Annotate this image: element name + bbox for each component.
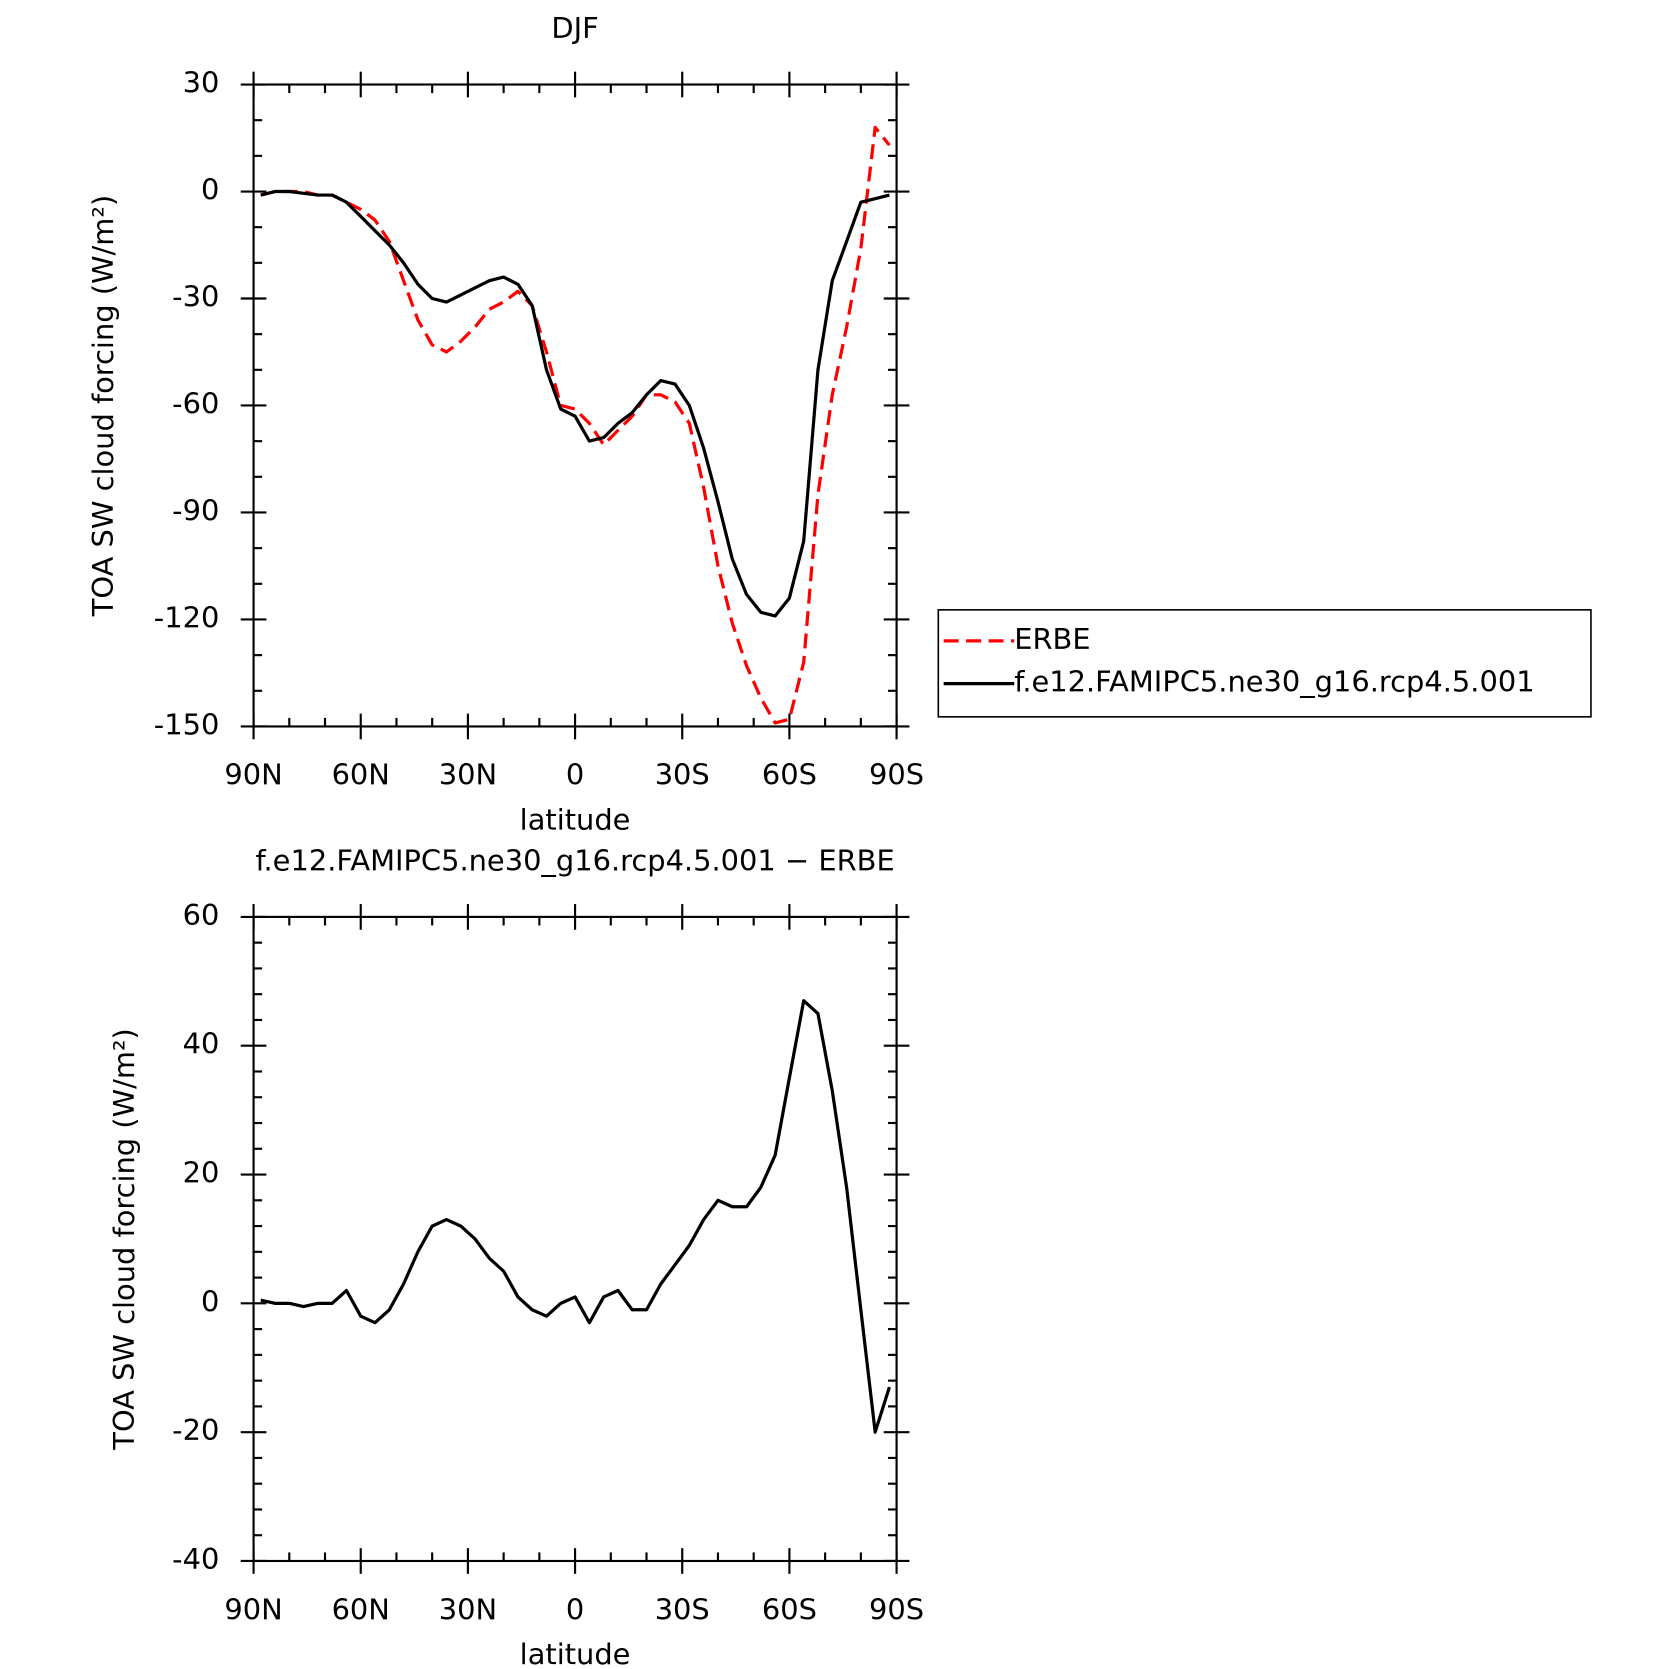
x-tick-label: 90N [224,758,282,792]
x-tick-label: 30N [439,758,497,792]
y-tick-label: -120 [154,600,220,634]
data-line [260,125,891,725]
y-axis-label: TOA SW cloud forcing (W/m²) [107,1028,141,1451]
y-tick-label: 0 [201,1284,219,1318]
x-tick-label: 90N [224,1592,282,1626]
plots: DJF latitude TOA SW cloud forcing (W/m²) -1… [86,11,1592,1669]
y-tick-label: 20 [183,1156,220,1190]
y-tick-label: -90 [172,493,219,527]
x-tick-label: 60S [762,758,817,792]
plot-frame [252,915,898,1563]
x-tick-label: 60S [762,1592,817,1626]
x-tick-label: 0 [566,1592,584,1626]
legend-box [937,609,1592,718]
y-tick-label: -20 [172,1413,219,1447]
y-tick-label: -40 [172,1542,219,1576]
x-tick-label: 60N [332,1592,390,1626]
x-tick-label: 30S [655,758,710,792]
plot-frame [252,83,898,728]
x-tick-label: 0 [566,758,584,792]
legend-label: ERBE [1014,622,1090,656]
data-line [260,999,891,1434]
y-tick-label: 30 [183,66,220,100]
x-axis-label: latitude [520,1637,631,1669]
x-tick-label: 30N [439,1592,497,1626]
x-tick-label: 90S [869,758,924,792]
x-tick-label: 90S [869,1592,924,1626]
y-tick-label: -60 [172,386,219,420]
y-tick-label: -30 [172,280,219,314]
y-tick-label: -150 [154,707,220,741]
x-tick-label: 30S [655,1592,710,1626]
y-tick-label: 60 [183,898,220,932]
chart-title: DJF [551,11,598,45]
y-tick-label: 0 [201,173,219,207]
x-axis-label: latitude [520,803,631,837]
y-axis-label: TOA SW cloud forcing (W/m²) [86,195,120,618]
legend-label: f.e12.FAMIPC5.ne30_g16.rcp4.5.001 [1014,665,1534,699]
x-tick-label: 60N [332,758,390,792]
data-line [260,189,890,618]
chart-title: f.e12.FAMIPC5.ne30_g16.rcp4.5.001 − ERBE [255,843,894,877]
y-tick-label: 40 [183,1027,220,1061]
